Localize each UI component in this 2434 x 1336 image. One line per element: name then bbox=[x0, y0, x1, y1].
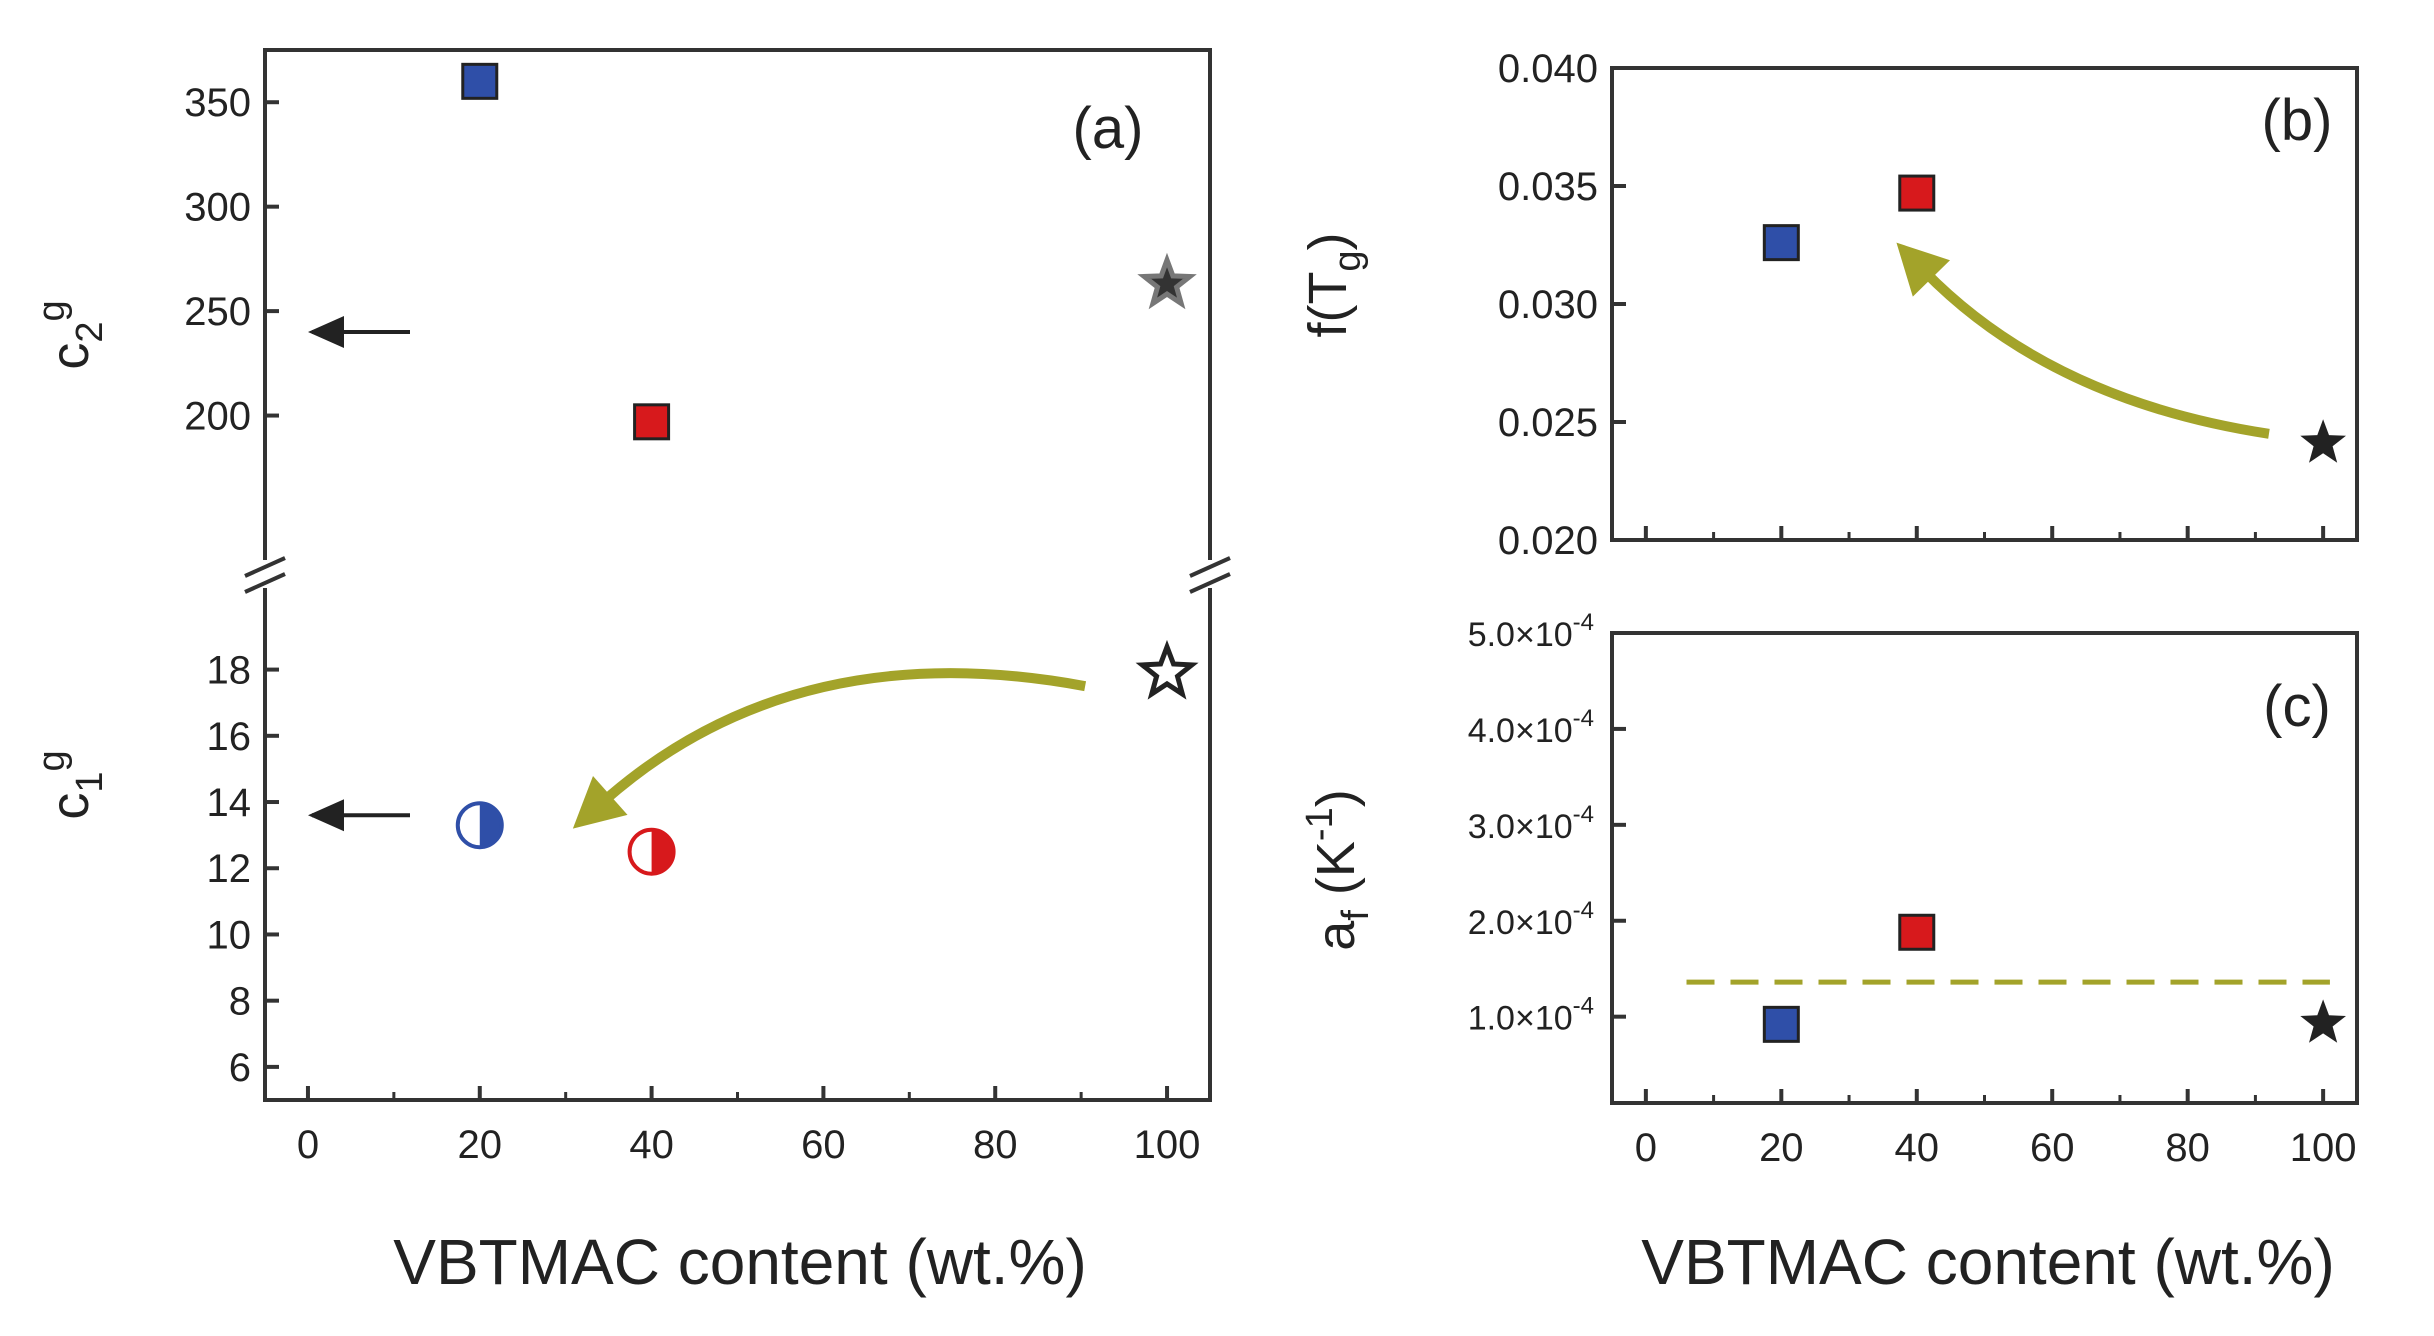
a-upper-point-2 bbox=[1137, 252, 1197, 310]
a-xtick-label: 80 bbox=[973, 1123, 1018, 1167]
a-lower-point-0-outline bbox=[455, 801, 504, 850]
a-upper-ytick-label: 300 bbox=[184, 186, 251, 230]
c-ytick-label: 2.0×10-4 bbox=[1468, 897, 1594, 942]
panel-c: af (K-1) (c) VBTMAC content (wt.%) 0 20 40… bbox=[1299, 609, 2359, 1298]
a-lower-ytick-label: 12 bbox=[207, 847, 252, 891]
x-axis-title-c: VBTMAC content (wt.%) bbox=[1641, 1226, 2335, 1298]
b-ytick-label: 0.030 bbox=[1498, 283, 1598, 327]
a-lower-ytick-label: 16 bbox=[207, 715, 252, 759]
a-lower-point-1 bbox=[627, 827, 676, 876]
c-xtick-label: 60 bbox=[2030, 1126, 2075, 1170]
c-point-0 bbox=[1762, 1005, 1800, 1043]
a-xtick-label: 20 bbox=[458, 1123, 503, 1167]
a-xtick-label: 40 bbox=[629, 1123, 674, 1167]
a-upper-ytick-label: 250 bbox=[184, 290, 251, 334]
c-ytick-label: 5.0×10-4 bbox=[1468, 609, 1594, 654]
c-xtick-label: 80 bbox=[2165, 1126, 2210, 1170]
b-trend-arrow-head bbox=[1896, 242, 1950, 297]
c-ytick-label: 1.0×10-4 bbox=[1468, 993, 1594, 1038]
b-ytick-label: 0.025 bbox=[1498, 401, 1598, 445]
a-upper-ytick-label: 200 bbox=[184, 395, 251, 439]
b-ytick-label: 0.020 bbox=[1498, 519, 1598, 563]
a-xtick-label: 0 bbox=[297, 1123, 319, 1167]
c-xtick-label: 0 bbox=[1635, 1126, 1657, 1170]
c-ytick-label: 4.0×10-4 bbox=[1468, 705, 1594, 750]
a-lower-point-1-outline bbox=[627, 827, 676, 876]
a-upper-point-1 bbox=[633, 403, 671, 441]
axis-break-gap bbox=[255, 560, 1220, 588]
panel-label-a: (a) bbox=[1073, 96, 1144, 161]
b-point-2 bbox=[2300, 419, 2346, 463]
a-lower-ytick-label: 6 bbox=[229, 1046, 251, 1090]
c-xtick-label: 40 bbox=[1895, 1126, 1940, 1170]
axis-break-marks bbox=[244, 556, 1231, 594]
c-point-1 bbox=[1898, 913, 1936, 951]
a-xtick-label: 100 bbox=[1134, 1123, 1201, 1167]
a-trend-arrow-shaft bbox=[599, 668, 1087, 806]
panel-a: c2g c1g (a) VBTMAC content (wt.%) 0 20 40 6… bbox=[31, 48, 1231, 1298]
a-lower-ytick-label: 10 bbox=[207, 913, 252, 957]
a-lower-point-0 bbox=[455, 801, 504, 850]
a-lower-point-2 bbox=[1135, 639, 1199, 700]
panel-c-frame bbox=[1610, 631, 2359, 1105]
c-xtick-label: 100 bbox=[2290, 1126, 2357, 1170]
a-upper-ytick-label: 350 bbox=[184, 81, 251, 125]
panel-label-b: (b) bbox=[2262, 88, 2333, 153]
c-point-2 bbox=[2300, 999, 2346, 1043]
b-point-0 bbox=[1762, 224, 1800, 262]
a-lower-ytick-label: 8 bbox=[229, 980, 251, 1024]
y-axis-title-fTg: f(Tg) bbox=[1298, 232, 1369, 337]
a-lower-point-0-fill bbox=[479, 803, 502, 848]
a-lower-point-1-fill bbox=[651, 829, 674, 874]
panel-b-frame bbox=[1610, 66, 2359, 542]
a-upper-point-0 bbox=[461, 62, 499, 100]
c-ytick-label: 3.0×10-4 bbox=[1468, 801, 1594, 846]
a-trend-arrow-head bbox=[572, 775, 628, 829]
b-ytick-label: 0.040 bbox=[1498, 47, 1598, 91]
c-xtick-label: 20 bbox=[1759, 1126, 1804, 1170]
b-ytick-label: 0.035 bbox=[1498, 165, 1598, 209]
x-axis-title-a: VBTMAC content (wt.%) bbox=[393, 1226, 1087, 1298]
panel-label-c: (c) bbox=[2263, 674, 2331, 739]
y-axis-title-af: af (K-1) bbox=[1299, 789, 1377, 950]
panel-b: f(Tg) (b) 0.020 0.025 0.030 0.035 0.040 bbox=[1298, 47, 2359, 563]
a-lower-ytick-label: 14 bbox=[207, 781, 252, 825]
b-point-1 bbox=[1898, 174, 1936, 212]
b-trend-arrow-shaft bbox=[1920, 267, 2270, 439]
y-axis-title-c2g: c2g bbox=[31, 300, 111, 369]
a-xtick-label: 60 bbox=[801, 1123, 846, 1167]
y-axis-title-c1g: c1g bbox=[31, 750, 111, 819]
a-lower-ytick-label: 18 bbox=[207, 649, 252, 693]
